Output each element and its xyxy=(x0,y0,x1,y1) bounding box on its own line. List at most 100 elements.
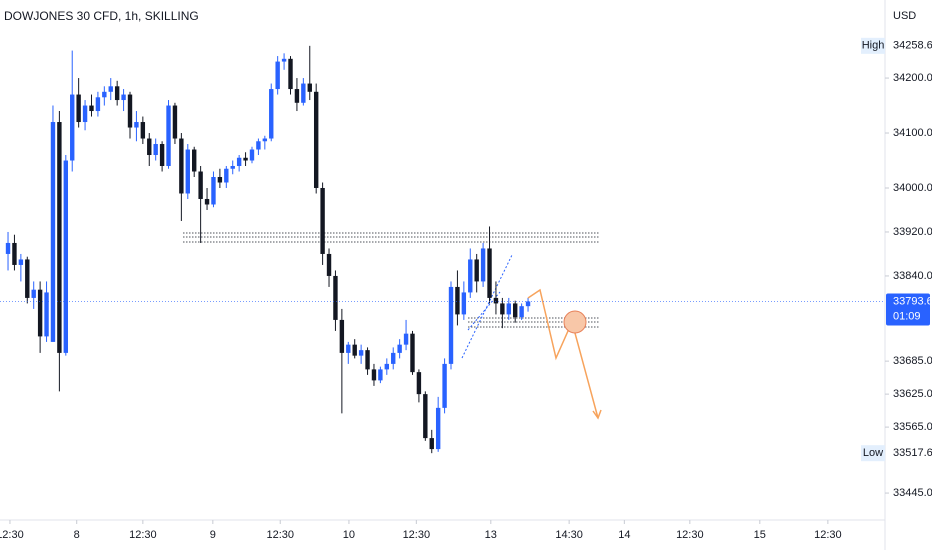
candle-body xyxy=(352,344,357,356)
candle-body xyxy=(500,303,505,315)
candle-body xyxy=(249,149,255,161)
marker-label: Low xyxy=(863,447,883,459)
y-tick-label: 34100.0 xyxy=(893,127,932,139)
candle-body xyxy=(307,83,312,92)
x-tick-label: 12:30 xyxy=(0,529,24,541)
candle-body xyxy=(493,297,499,304)
y-tick-label: 33685.0 xyxy=(893,355,932,367)
candle-body xyxy=(185,149,190,194)
y-tick-label: 33565.0 xyxy=(893,421,932,433)
chart-title: DOWJONES 30 CFD, 1h, SKILLING xyxy=(4,9,199,23)
candle-body xyxy=(25,259,30,298)
currency: USD xyxy=(893,10,916,22)
candle-body xyxy=(262,138,268,142)
x-tick-label: 12:30 xyxy=(129,529,157,541)
candle-body xyxy=(198,171,203,199)
y-tick-label: 33920.0 xyxy=(893,226,932,238)
candle-body xyxy=(95,97,101,112)
candle-body xyxy=(391,352,396,364)
candle-body xyxy=(179,138,184,194)
candle-body xyxy=(269,89,274,139)
candle-body xyxy=(371,369,377,381)
candle-body xyxy=(63,160,69,353)
candle-body xyxy=(410,333,415,373)
candle-body xyxy=(416,372,422,395)
candle-body xyxy=(153,144,158,156)
candle-body xyxy=(346,344,351,353)
y-tick-label: 34200.0 xyxy=(893,72,932,84)
marker-box xyxy=(861,445,885,462)
candle-body xyxy=(57,122,62,353)
candle-body xyxy=(108,86,113,92)
candle-body xyxy=(134,122,139,128)
candle-body xyxy=(31,289,36,298)
candle-body xyxy=(204,198,210,205)
x-tick-label: 10 xyxy=(343,529,355,541)
candle-body xyxy=(513,303,518,318)
candle-body xyxy=(224,168,229,183)
candle-body xyxy=(102,91,107,98)
candle-body xyxy=(294,89,300,103)
candle-body xyxy=(243,157,248,161)
x-tick-label: 15 xyxy=(754,529,766,541)
candle-body xyxy=(166,105,171,167)
x-tick-label: 12:30 xyxy=(676,529,704,541)
candle-body xyxy=(236,157,242,167)
candle-body xyxy=(140,122,146,139)
projection-arrow xyxy=(592,409,602,420)
candle-body xyxy=(76,94,81,123)
candle-body xyxy=(474,259,479,282)
candle-body xyxy=(70,94,75,161)
candle-body xyxy=(358,350,364,356)
candle-body xyxy=(320,187,325,254)
candle-body xyxy=(403,333,409,345)
candle-body xyxy=(18,259,24,265)
candle-body xyxy=(256,141,261,150)
x-tick-label: 13 xyxy=(485,529,497,541)
candle-body xyxy=(89,105,94,112)
marker-label: High xyxy=(862,40,885,52)
candle-body xyxy=(121,94,126,101)
candle-body xyxy=(147,138,152,156)
candle-body xyxy=(5,242,11,254)
candle-body xyxy=(159,144,165,167)
candle-body xyxy=(397,344,402,353)
levels xyxy=(183,232,600,328)
candle-body xyxy=(301,83,306,103)
marker-value: 33517.6 xyxy=(893,447,932,459)
candle-body xyxy=(275,61,280,90)
candle-body xyxy=(281,58,287,62)
candle-body xyxy=(50,122,56,342)
y-tick-label: 33445.0 xyxy=(893,487,932,499)
candle-body xyxy=(114,86,120,101)
trend-line xyxy=(461,254,513,359)
candle-body xyxy=(12,242,17,265)
candle-body xyxy=(506,303,511,315)
candle-body xyxy=(37,289,43,337)
candle-body xyxy=(230,166,235,169)
candle-body xyxy=(461,292,467,315)
candle-body xyxy=(480,248,486,282)
candle-body xyxy=(435,407,441,450)
marker-box xyxy=(861,37,885,54)
candle-body xyxy=(192,149,197,172)
candle-body xyxy=(82,105,88,123)
x-tick-label: 12:30 xyxy=(814,529,842,541)
candle-body xyxy=(127,94,133,128)
x-tick-label: 14:30 xyxy=(555,529,583,541)
y-tick-label: 33840.0 xyxy=(893,270,932,282)
last-price-box xyxy=(886,293,930,326)
candle-body xyxy=(211,176,216,205)
candle-body xyxy=(365,350,370,370)
candle-body xyxy=(326,253,332,276)
countdown: 01:09 xyxy=(893,310,921,322)
projection-path xyxy=(527,288,599,419)
candle-body xyxy=(333,275,338,320)
candle-body xyxy=(288,58,293,90)
candle-body xyxy=(339,319,345,353)
candle-body xyxy=(429,438,434,450)
marker-value: 34258.6 xyxy=(893,40,932,52)
last-price: 33793.6 xyxy=(893,295,932,307)
